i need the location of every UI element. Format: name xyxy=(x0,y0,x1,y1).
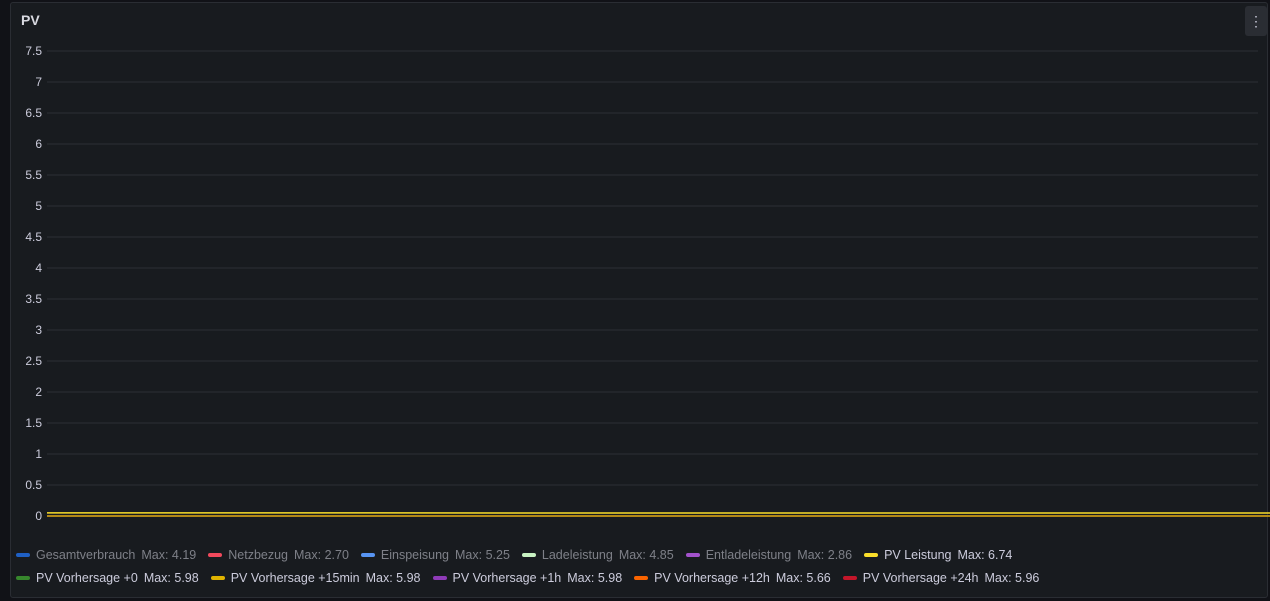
legend-max: Max: 4.19 xyxy=(141,548,197,562)
y-tick-label: 5 xyxy=(35,199,42,213)
legend-swatch xyxy=(432,576,447,580)
legend-max: Max: 2.70 xyxy=(294,548,349,562)
legend-swatch xyxy=(16,553,30,557)
legend-swatch xyxy=(210,576,225,580)
y-tick-label: 4.5 xyxy=(25,230,42,244)
legend-max: Max: 6.74 xyxy=(957,548,1013,562)
legend-max: Max: 5.98 xyxy=(567,571,623,585)
y-tick-label: 4 xyxy=(35,261,42,275)
y-tick-label: 7.5 xyxy=(25,44,42,58)
legend-label: Ladeleistung xyxy=(541,548,613,562)
y-tick-label: 6 xyxy=(35,137,42,151)
legend-max: Max: 5.25 xyxy=(455,548,510,562)
legend-label: PV Vorhersage +1h xyxy=(452,571,562,585)
legend-item[interactable]: Ladeleistung Max: 4.85 xyxy=(521,548,674,562)
y-tick-label: 2 xyxy=(35,385,42,399)
legend-label: Entladeleistung xyxy=(705,548,792,562)
legend-max: Max: 4.85 xyxy=(618,548,674,562)
legend-swatch xyxy=(360,553,375,557)
legend-item[interactable]: PV Vorhersage +15min Max: 5.98 xyxy=(210,571,421,585)
legend-label: PV Leistung xyxy=(884,548,952,562)
legend-swatch xyxy=(842,576,857,580)
y-tick-label: 1 xyxy=(35,447,42,461)
series-line-pv-vorhersage-24h[interactable] xyxy=(47,147,1270,517)
legend-swatch xyxy=(864,553,879,557)
series-line-pv-leistung[interactable] xyxy=(46,98,1270,516)
legend-swatch xyxy=(16,576,30,580)
y-tick-label: 6.5 xyxy=(25,106,42,120)
series-line-pv-vorhersage-12h[interactable] xyxy=(47,165,1270,517)
legend-item[interactable]: Netzbezug Max: 2.70 xyxy=(208,548,349,562)
legend-item[interactable]: Entladeleistung Max: 2.86 xyxy=(685,548,853,562)
legend-max: Max: 5.66 xyxy=(775,571,831,585)
legend-item[interactable]: Einspeisung Max: 5.25 xyxy=(360,548,510,562)
legend-label: PV Vorhersage +0 xyxy=(36,571,138,585)
legend-item[interactable]: PV Vorhersage +0 Max: 5.98 xyxy=(16,571,199,585)
y-tick-label: 3 xyxy=(35,323,42,337)
legend-row-1: Gesamtverbrauch Max: 4.19 Netzbezug Max: 2.… xyxy=(16,548,1012,562)
chart-panel: PV ⋮ xyxy=(10,2,1268,598)
y-tick-label: 0.5 xyxy=(25,478,42,492)
panel-menu-button[interactable]: ⋮ xyxy=(1245,6,1267,36)
legend-item[interactable]: PV Vorhersage +1h Max: 5.98 xyxy=(432,571,623,585)
legend-label: PV Vorhersage +12h xyxy=(654,571,770,585)
legend-swatch xyxy=(685,553,700,557)
legend-item[interactable]: Gesamtverbrauch Max: 4.19 xyxy=(16,548,196,562)
kebab-vertical-icon: ⋮ xyxy=(1249,13,1263,29)
y-tick-label: 2.5 xyxy=(25,354,42,368)
legend-row-2: PV Vorhersage +0 Max: 5.98 PV Vorhersage +… xyxy=(16,571,1039,585)
legend-swatch xyxy=(521,553,536,557)
legend-label: PV Vorhersage +24h xyxy=(862,571,979,585)
legend-swatch xyxy=(208,553,223,557)
y-tick-label: 1.5 xyxy=(25,416,42,430)
legend-item[interactable]: PV Leistung Max: 6.74 xyxy=(864,548,1012,562)
legend-item[interactable]: PV Vorhersage +12h Max: 5.66 xyxy=(634,571,831,585)
panel-title: PV xyxy=(21,12,40,28)
legend-max: Max: 5.98 xyxy=(365,571,421,585)
legend-swatch xyxy=(634,576,649,580)
legend-label: Einspeisung xyxy=(380,548,450,562)
legend-label: Gesamtverbrauch xyxy=(36,548,136,562)
y-tick-label: 3.5 xyxy=(25,292,42,306)
legend-item[interactable]: PV Vorhersage +24h Max: 5.96 xyxy=(842,571,1040,585)
y-tick-label: 0 xyxy=(35,509,42,523)
legend-max: Max: 5.96 xyxy=(984,571,1040,585)
y-tick-label: 7 xyxy=(35,75,42,89)
y-tick-label: 5.5 xyxy=(25,168,42,182)
legend-max: Max: 5.98 xyxy=(143,571,199,585)
legend-max: Max: 2.86 xyxy=(797,548,853,562)
series-line-pv-vorhersage-0[interactable] xyxy=(47,146,1270,517)
series-line-pv-vorhersage-15min[interactable] xyxy=(47,147,1270,517)
series-line-pv-vorhersage-1h[interactable] xyxy=(47,147,1270,517)
legend-label: Netzbezug xyxy=(228,548,289,562)
legend-label: PV Vorhersage +15min xyxy=(230,571,360,585)
